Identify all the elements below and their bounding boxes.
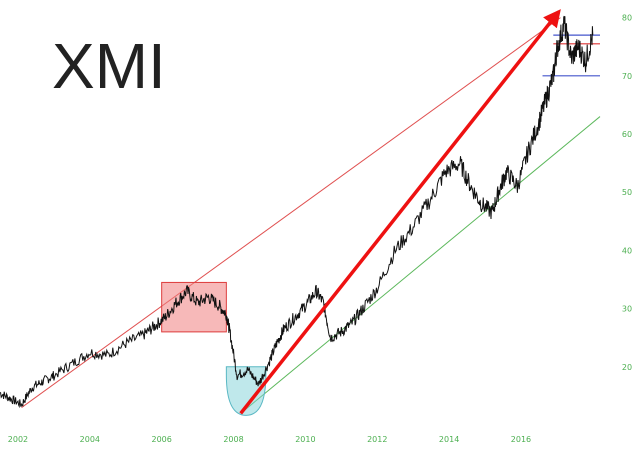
y-tick-label-40: 40 <box>622 246 632 255</box>
annotation-layer-front <box>239 9 561 415</box>
trend-arrow-1 <box>239 9 561 415</box>
y-tick-label-80: 80 <box>622 14 632 23</box>
x-tick-label-2002: 2002 <box>8 435 28 444</box>
y-axis-ticks: 20 30 40 50 60 70 80 <box>622 14 632 372</box>
x-tick-label-2008: 2008 <box>223 435 243 444</box>
x-tick-label-2012: 2012 <box>367 435 387 444</box>
y-tick-label-60: 60 <box>622 130 632 139</box>
x-tick-label-2004: 2004 <box>80 435 100 444</box>
y-tick-label-20: 20 <box>622 363 632 372</box>
trend-line-0 <box>21 17 561 408</box>
price-line-0 <box>0 15 594 409</box>
x-tick-label-2014: 2014 <box>439 435 459 444</box>
x-tick-label-2010: 2010 <box>295 435 315 444</box>
chart-title: XMI <box>52 30 166 102</box>
y-tick-label-30: 30 <box>622 305 632 314</box>
highlight-box-3 <box>161 281 227 333</box>
y-tick-label-50: 50 <box>622 188 632 197</box>
y-tick-label-70: 70 <box>622 72 632 81</box>
trend-line-2 <box>240 116 601 414</box>
x-tick-label-2016: 2016 <box>511 435 531 444</box>
x-tick-label-2006: 2006 <box>151 435 171 444</box>
x-axis-ticks: 2002 2004 2006 2008 2010 2012 2014 2016 <box>8 435 531 444</box>
price-series-layer <box>0 15 594 409</box>
